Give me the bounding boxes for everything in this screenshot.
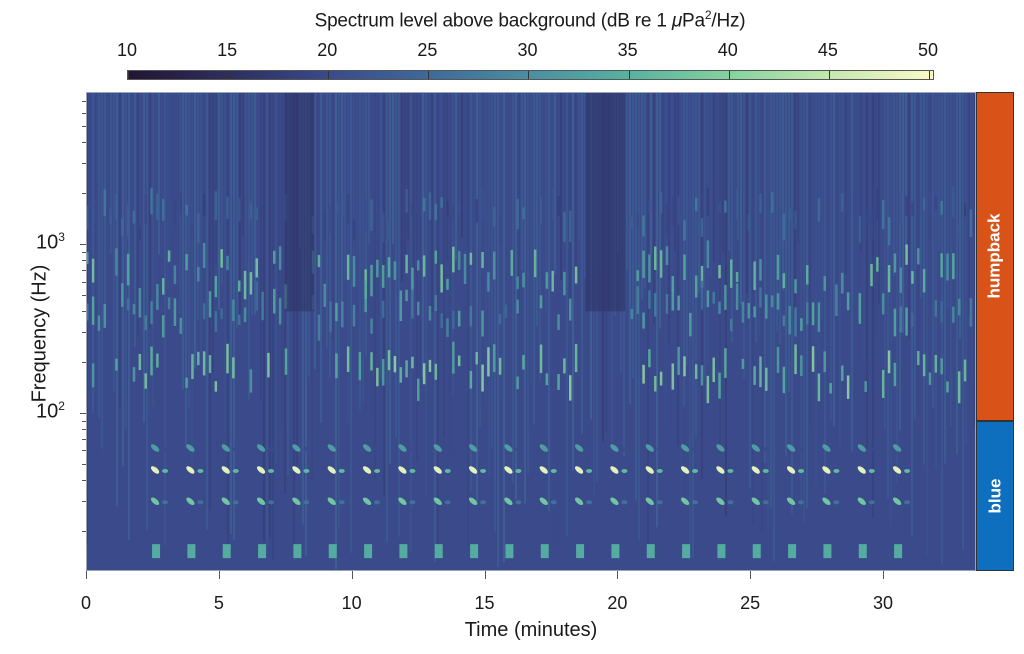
colorbar — [127, 70, 934, 80]
colorbar-tick-label: 15 — [217, 40, 238, 60]
y-tick-label: 103 — [36, 230, 65, 254]
colorbar-tick-label: 25 — [417, 40, 438, 60]
colorbar-tick — [828, 71, 830, 79]
y-minor-tick — [82, 362, 86, 364]
y-minor-tick — [82, 450, 86, 452]
y-minor-tick — [82, 260, 86, 262]
spectrogram — [86, 92, 976, 571]
x-tick-label: 25 — [740, 593, 761, 613]
species-band-blue: blue — [976, 420, 1014, 571]
colorbar-tick-label: 35 — [617, 40, 638, 60]
x-tick — [86, 571, 87, 579]
y-minor-tick — [82, 101, 86, 103]
y-minor-tick — [82, 163, 86, 165]
y-minor-tick — [82, 142, 86, 144]
y-minor-tick — [82, 420, 86, 422]
x-tick-label: 30 — [872, 593, 894, 613]
colorbar-tick — [328, 71, 330, 79]
x-axis-title: Time (minutes) — [464, 619, 598, 641]
colorbar-tick — [428, 71, 430, 79]
y-minor-tick — [82, 429, 86, 431]
x-tick — [351, 571, 353, 579]
x-tick-label: 15 — [474, 593, 495, 613]
x-tick — [218, 571, 220, 579]
colorbar-tick-label: 10 — [116, 40, 138, 60]
y-minor-tick — [82, 463, 86, 465]
x-tick — [883, 571, 884, 579]
x-tick-label: 20 — [607, 593, 628, 613]
y-minor-tick — [82, 251, 86, 253]
y-minor-tick — [82, 332, 86, 334]
x-tick — [617, 571, 619, 579]
y-minor-tick — [82, 112, 86, 114]
y-minor-tick — [82, 311, 86, 313]
x-tick-label: 0 — [80, 593, 92, 613]
colorbar-tick-label: 45 — [817, 40, 838, 60]
y-tick — [80, 244, 86, 246]
y-tick-label: 102 — [36, 398, 65, 423]
colorbar-tick — [128, 71, 129, 79]
colorbar-tick — [228, 71, 230, 79]
x-tick — [484, 571, 486, 579]
y-minor-tick — [82, 126, 86, 128]
x-tick-label: 10 — [341, 593, 362, 613]
y-axis-title: Frequency (Hz) — [28, 264, 51, 403]
x-tick — [750, 571, 752, 579]
y-tick — [80, 412, 86, 414]
colorbar-tick — [528, 71, 530, 79]
spectrogram-image — [86, 92, 976, 571]
x-tick-label: 5 — [213, 593, 224, 613]
colorbar-tick — [928, 71, 930, 79]
colorbar-tick-label: 20 — [317, 40, 338, 60]
y-minor-tick — [82, 501, 86, 503]
colorbar-tick-label: 30 — [517, 40, 538, 60]
y-minor-tick — [82, 270, 86, 272]
species-label: blue — [984, 478, 1004, 514]
colorbar-tick-label: 50 — [917, 40, 938, 60]
y-minor-tick — [82, 294, 86, 296]
colorbar-tick — [628, 71, 630, 79]
colorbar-tick — [728, 71, 730, 79]
species-label: humpback — [985, 213, 1004, 299]
y-minor-tick — [82, 480, 86, 482]
y-minor-tick — [82, 531, 86, 533]
colorbar-title: Spectrum level above background (dB re 1… — [314, 8, 746, 32]
species-band-humpback: humpback — [976, 92, 1014, 421]
y-minor-tick — [82, 193, 86, 195]
colorbar-tick-label: 40 — [717, 40, 738, 60]
y-minor-tick — [82, 439, 86, 441]
y-minor-tick — [82, 281, 86, 283]
